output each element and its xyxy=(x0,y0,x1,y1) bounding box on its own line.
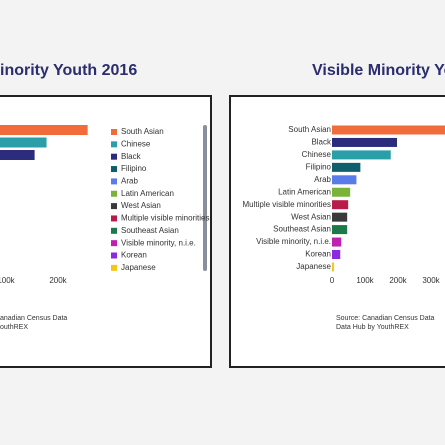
legend-swatch xyxy=(111,129,117,135)
bar xyxy=(332,175,357,185)
legend-label: Korean xyxy=(121,251,147,260)
legend-label: Arab xyxy=(121,177,138,186)
y-tick-label: Japanese xyxy=(296,262,331,271)
left-panel xyxy=(0,95,212,368)
legend-swatch xyxy=(111,190,117,197)
y-tick-label: West Asian xyxy=(291,212,331,221)
bar xyxy=(0,150,35,160)
source-note: anadian Census Data xyxy=(0,315,67,322)
y-tick-label: Arab xyxy=(314,175,331,184)
bar xyxy=(332,262,334,272)
x-tick-label: 200k xyxy=(49,276,67,285)
bar xyxy=(332,162,361,172)
legend-swatch xyxy=(111,252,117,259)
y-tick-label: Latin American xyxy=(278,187,331,196)
legend-label: Visible minority, n.i.e. xyxy=(121,238,196,247)
bar xyxy=(0,137,47,148)
legend-swatch xyxy=(111,215,117,222)
legend-swatch xyxy=(111,240,117,247)
bar xyxy=(332,137,398,147)
legend-label: Black xyxy=(121,152,142,161)
x-tick-label: 0 xyxy=(330,276,335,285)
scrollbar[interactable] xyxy=(203,125,207,271)
legend-swatch xyxy=(111,178,117,185)
x-tick-label: 100k xyxy=(0,276,16,285)
bar xyxy=(332,225,348,235)
legend-label: Filipino xyxy=(121,164,147,173)
legend-swatch xyxy=(111,153,117,160)
x-tick-label: 200k xyxy=(389,276,407,285)
y-tick-label: Multiple visible minorities xyxy=(243,200,331,209)
y-tick-label: South Asian xyxy=(288,125,331,134)
y-tick-label: Korean xyxy=(305,250,331,259)
bar xyxy=(332,212,348,222)
bar xyxy=(332,150,391,160)
legend-label: Latin American xyxy=(121,189,174,198)
legend-label: Southeast Asian xyxy=(121,226,179,235)
legend-swatch xyxy=(111,166,117,173)
legend-swatch xyxy=(111,203,117,210)
y-tick-label: Visible minority, n.i.e. xyxy=(256,237,331,246)
y-tick-label: Black xyxy=(311,138,332,147)
bar xyxy=(332,200,349,210)
bar xyxy=(332,237,342,247)
legend-label: Chinese xyxy=(121,139,151,148)
source-note: outhREX xyxy=(0,324,28,331)
bar xyxy=(332,187,351,197)
legend-label: Multiple visible minorities xyxy=(121,214,209,223)
x-tick-label: 100k xyxy=(356,276,374,285)
bar xyxy=(332,250,341,259)
chart-title: inority Youth 2016 xyxy=(0,62,137,79)
legend-label: West Asian xyxy=(121,201,161,210)
y-tick-label: Southeast Asian xyxy=(273,225,331,234)
bar xyxy=(0,125,88,135)
source-note: Source: Canadian Census Data xyxy=(336,315,435,322)
legend-label: South Asian xyxy=(121,127,164,136)
chart-title: Visible Minority Yo xyxy=(312,62,445,79)
y-tick-label: Filipino xyxy=(306,162,332,171)
x-tick-label: 300k xyxy=(422,276,440,285)
legend-label: Japanese xyxy=(121,263,156,272)
legend-swatch xyxy=(111,141,117,148)
y-tick-label: Chinese xyxy=(302,150,332,159)
bar xyxy=(332,125,445,135)
legend-swatch xyxy=(111,227,117,234)
source-note: Data Hub by YouthREX xyxy=(336,324,409,331)
legend-swatch xyxy=(111,264,117,271)
